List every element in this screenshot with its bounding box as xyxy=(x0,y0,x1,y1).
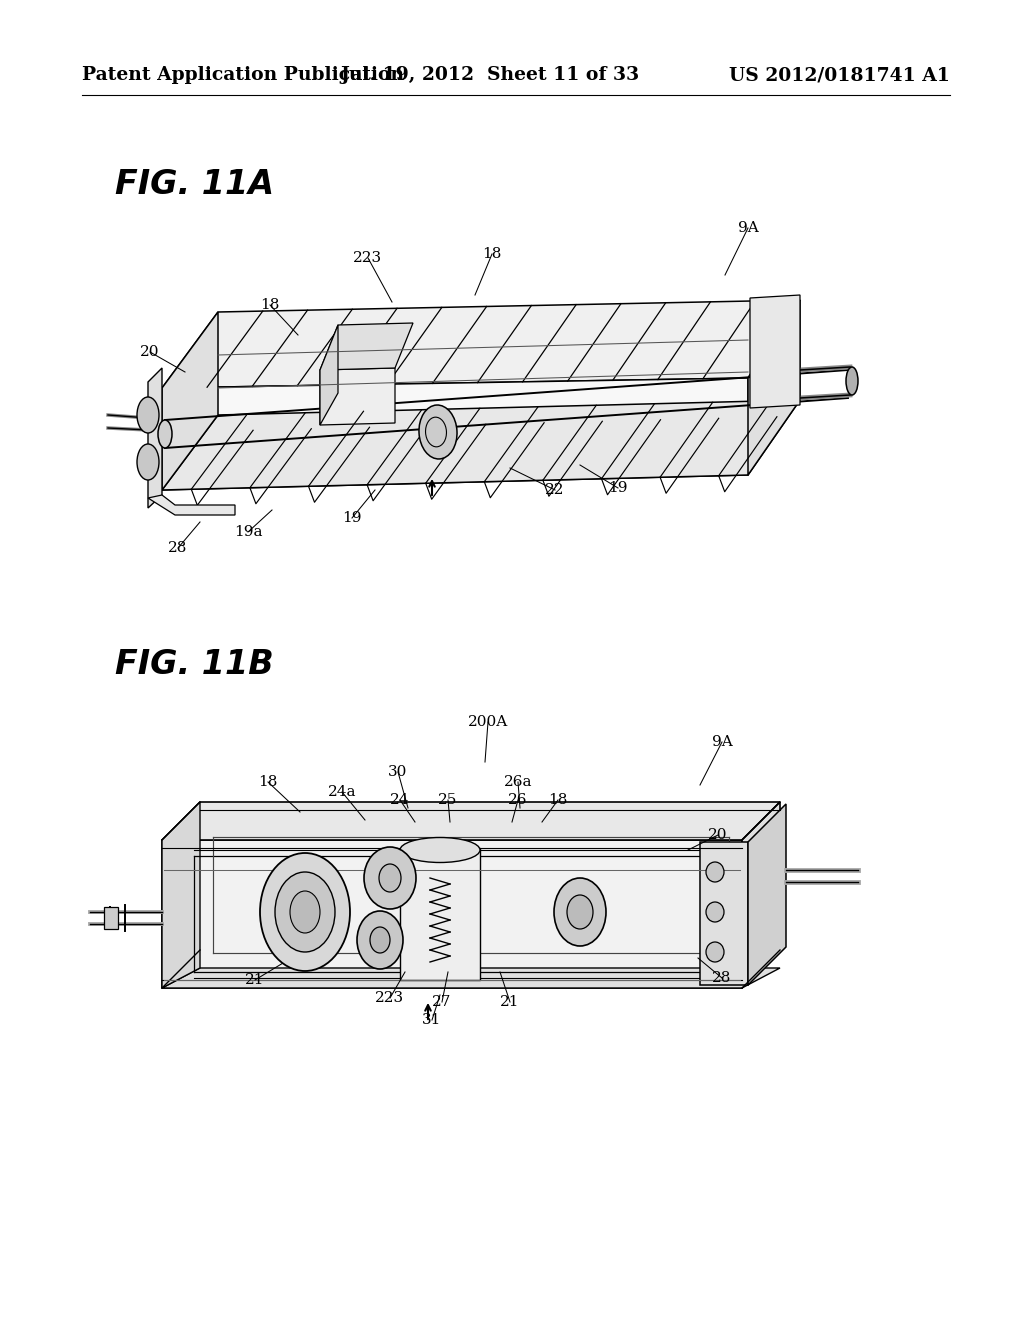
Text: 19a: 19a xyxy=(233,525,262,539)
Polygon shape xyxy=(162,300,800,388)
Polygon shape xyxy=(748,804,786,985)
Ellipse shape xyxy=(706,862,724,882)
Ellipse shape xyxy=(846,367,858,395)
Polygon shape xyxy=(319,368,395,425)
Ellipse shape xyxy=(706,942,724,962)
Text: 18: 18 xyxy=(258,775,278,789)
Text: 20: 20 xyxy=(140,345,160,359)
Polygon shape xyxy=(162,378,748,490)
Text: 223: 223 xyxy=(376,991,404,1005)
Ellipse shape xyxy=(379,865,401,892)
Ellipse shape xyxy=(364,847,416,909)
Text: 21: 21 xyxy=(246,973,265,987)
Ellipse shape xyxy=(357,911,403,969)
Text: 18: 18 xyxy=(482,247,502,261)
Text: Jul. 19, 2012  Sheet 11 of 33: Jul. 19, 2012 Sheet 11 of 33 xyxy=(340,66,640,84)
Text: 18: 18 xyxy=(260,298,280,312)
Text: 200A: 200A xyxy=(468,715,508,729)
Polygon shape xyxy=(148,368,162,508)
Polygon shape xyxy=(104,907,118,929)
Ellipse shape xyxy=(137,444,159,480)
Text: 24a: 24a xyxy=(328,785,356,799)
Ellipse shape xyxy=(275,873,335,952)
Text: 21: 21 xyxy=(501,995,520,1008)
Text: 26a: 26a xyxy=(504,775,532,789)
Polygon shape xyxy=(742,803,780,987)
Ellipse shape xyxy=(158,420,172,447)
Text: 19: 19 xyxy=(608,480,628,495)
Text: 26: 26 xyxy=(508,793,527,807)
Text: 223: 223 xyxy=(353,251,383,265)
Ellipse shape xyxy=(400,837,480,862)
Text: 27: 27 xyxy=(432,995,452,1008)
Polygon shape xyxy=(319,323,413,370)
Polygon shape xyxy=(750,294,800,408)
Polygon shape xyxy=(400,847,480,979)
Polygon shape xyxy=(700,842,748,985)
Text: 28: 28 xyxy=(168,541,187,554)
Ellipse shape xyxy=(706,902,724,921)
Text: 18: 18 xyxy=(548,793,567,807)
Polygon shape xyxy=(162,968,780,987)
Text: 9A: 9A xyxy=(737,220,759,235)
Polygon shape xyxy=(162,803,780,840)
Ellipse shape xyxy=(567,895,593,929)
Polygon shape xyxy=(319,325,338,425)
Text: 20: 20 xyxy=(709,828,728,842)
Text: 25: 25 xyxy=(438,793,458,807)
Polygon shape xyxy=(748,300,800,475)
Ellipse shape xyxy=(419,405,457,459)
Text: 31: 31 xyxy=(422,1012,441,1027)
Text: 24: 24 xyxy=(390,793,410,807)
Text: 22: 22 xyxy=(545,483,565,498)
Polygon shape xyxy=(162,400,800,490)
Ellipse shape xyxy=(290,891,319,933)
Ellipse shape xyxy=(554,878,606,946)
Text: FIG. 11B: FIG. 11B xyxy=(115,648,273,681)
Ellipse shape xyxy=(137,397,159,433)
Polygon shape xyxy=(148,495,234,515)
Text: FIG. 11A: FIG. 11A xyxy=(115,168,274,201)
Polygon shape xyxy=(162,312,218,490)
Text: 30: 30 xyxy=(388,766,408,779)
Text: 9A: 9A xyxy=(712,735,732,748)
Polygon shape xyxy=(162,840,742,987)
Polygon shape xyxy=(162,803,200,987)
Text: US 2012/0181741 A1: US 2012/0181741 A1 xyxy=(729,66,950,84)
Text: 19: 19 xyxy=(342,511,361,525)
Text: 28: 28 xyxy=(713,972,732,985)
Ellipse shape xyxy=(260,853,350,972)
Ellipse shape xyxy=(370,927,390,953)
Text: Patent Application Publication: Patent Application Publication xyxy=(82,66,404,84)
